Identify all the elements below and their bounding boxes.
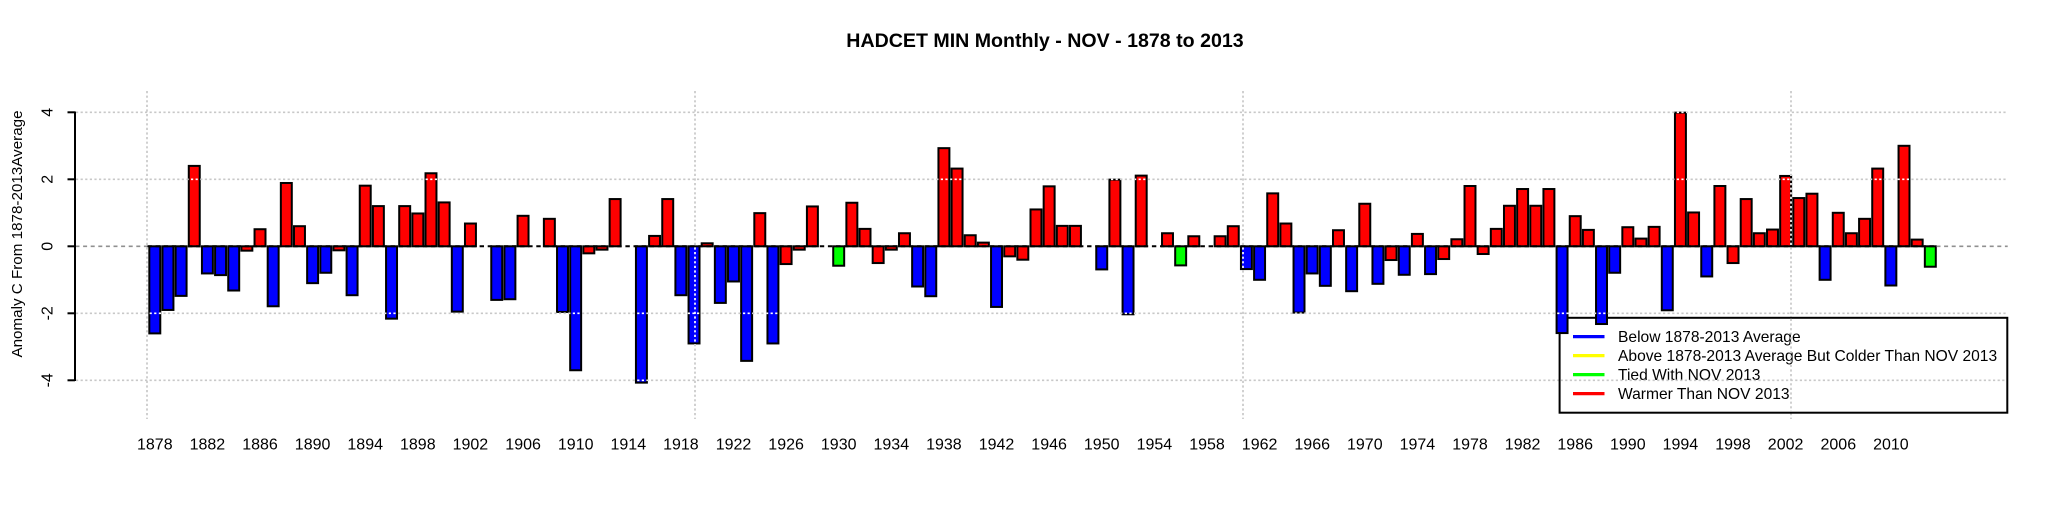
svg-text:1962: 1962 — [1242, 437, 1278, 454]
svg-text:1898: 1898 — [400, 437, 436, 454]
svg-text:1994: 1994 — [1663, 437, 1699, 454]
svg-text:Below 1878-2013 Average: Below 1878-2013 Average — [1618, 329, 1801, 346]
svg-text:1938: 1938 — [926, 437, 962, 454]
svg-text:1958: 1958 — [1189, 437, 1225, 454]
svg-text:1918: 1918 — [663, 437, 699, 454]
svg-text:1906: 1906 — [505, 437, 541, 454]
svg-text:2006: 2006 — [1821, 437, 1857, 454]
svg-text:-4: -4 — [39, 373, 56, 387]
svg-text:1930: 1930 — [821, 437, 857, 454]
svg-text:1950: 1950 — [1084, 437, 1120, 454]
svg-text:HADCET MIN Monthly - NOV - 187: HADCET MIN Monthly - NOV - 1878 to 2013 — [846, 30, 1243, 52]
svg-text:Tied With NOV 2013: Tied With NOV 2013 — [1618, 367, 1760, 384]
svg-text:2010: 2010 — [1873, 437, 1909, 454]
svg-text:1970: 1970 — [1347, 437, 1383, 454]
svg-text:1942: 1942 — [979, 437, 1015, 454]
svg-text:-2: -2 — [39, 306, 56, 320]
svg-text:2002: 2002 — [1768, 437, 1804, 454]
svg-text:1966: 1966 — [1294, 437, 1330, 454]
svg-text:1910: 1910 — [558, 437, 594, 454]
svg-text:Above 1878-2013 Average But Co: Above 1878-2013 Average But Colder Than … — [1618, 348, 1997, 365]
svg-text:1978: 1978 — [1452, 437, 1488, 454]
svg-text:1974: 1974 — [1400, 437, 1436, 454]
svg-text:1926: 1926 — [768, 437, 804, 454]
svg-text:4: 4 — [39, 108, 56, 117]
svg-text:1986: 1986 — [1557, 437, 1593, 454]
svg-text:1890: 1890 — [295, 437, 331, 454]
svg-text:2: 2 — [39, 175, 56, 184]
svg-text:1998: 1998 — [1715, 437, 1751, 454]
svg-text:1894: 1894 — [347, 437, 383, 454]
svg-text:1878: 1878 — [137, 437, 173, 454]
svg-text:0: 0 — [39, 242, 56, 251]
svg-text:1982: 1982 — [1505, 437, 1541, 454]
svg-text:1954: 1954 — [1137, 437, 1173, 454]
svg-text:1990: 1990 — [1610, 437, 1646, 454]
svg-text:1914: 1914 — [611, 437, 647, 454]
svg-text:1902: 1902 — [453, 437, 489, 454]
svg-text:1886: 1886 — [242, 437, 278, 454]
svg-text:1922: 1922 — [716, 437, 752, 454]
svg-text:1946: 1946 — [1031, 437, 1067, 454]
svg-text:1882: 1882 — [190, 437, 226, 454]
svg-text:Warmer Than NOV 2013: Warmer Than NOV 2013 — [1618, 386, 1790, 403]
svg-text:Anomaly C From 1878-2013Averag: Anomaly C From 1878-2013Average — [9, 110, 26, 357]
svg-text:1934: 1934 — [874, 437, 910, 454]
